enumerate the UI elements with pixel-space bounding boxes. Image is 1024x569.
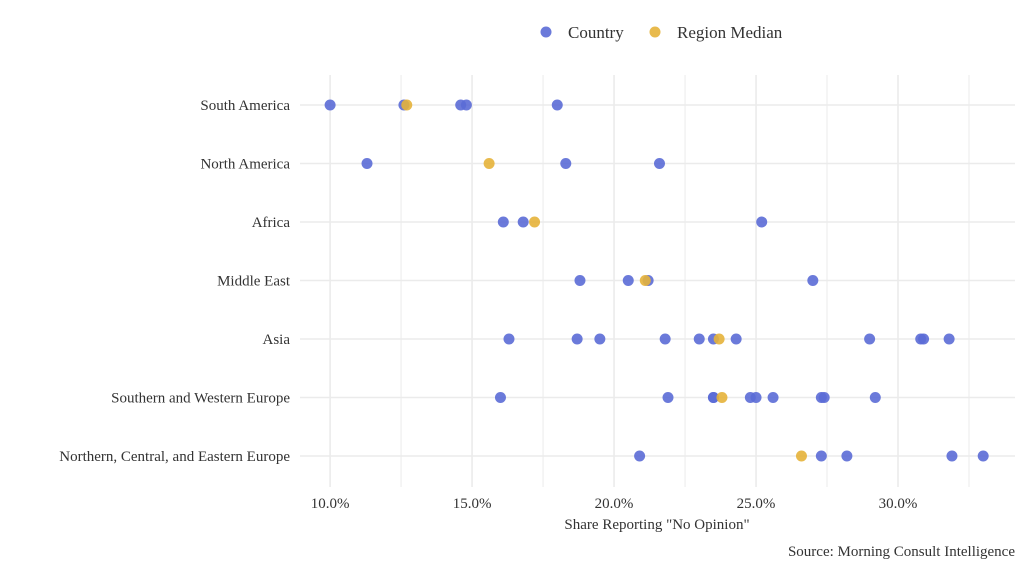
country-point <box>497 216 509 228</box>
country-point <box>767 392 779 403</box>
country-point <box>503 333 515 345</box>
region-median-point <box>713 333 725 345</box>
source-caption: Source: Morning Consult Intelligence <box>788 544 1015 560</box>
region-median-point <box>639 275 651 286</box>
region-median-point <box>795 450 807 462</box>
x-axis-title: Share Reporting "No Opinion" <box>564 517 749 533</box>
legend-country-marker <box>540 26 552 38</box>
x-tick-label: 20.0% <box>595 496 634 512</box>
country-point <box>730 333 742 345</box>
country-point <box>659 333 671 345</box>
country-point <box>574 275 586 286</box>
country-point <box>494 392 506 403</box>
country-point <box>841 450 853 462</box>
country-point <box>622 275 634 286</box>
country-point <box>571 333 583 345</box>
x-tick-label: 30.0% <box>879 496 918 512</box>
country-point <box>693 333 705 345</box>
x-tick-label: 10.0% <box>311 496 350 512</box>
country-point <box>750 392 762 403</box>
region-median-point <box>483 158 495 169</box>
country-point <box>864 333 876 345</box>
country-point <box>815 450 827 462</box>
country-point <box>517 216 529 228</box>
country-point <box>662 392 674 403</box>
gridlines <box>300 75 1015 487</box>
y-tick-label: North America <box>200 157 290 173</box>
country-point <box>918 333 930 345</box>
legend-country-label: Country <box>568 23 624 42</box>
region-median-point <box>529 216 541 228</box>
country-point <box>946 450 958 462</box>
country-point <box>807 275 819 286</box>
country-point <box>551 99 563 111</box>
y-tick-label: Africa <box>252 215 291 231</box>
country-point <box>634 450 646 462</box>
y-tick-label: Southern and Western Europe <box>111 391 290 407</box>
country-point <box>653 158 665 169</box>
y-tick-label: Asia <box>263 332 291 348</box>
y-tick-label: South America <box>200 98 290 114</box>
country-point <box>460 99 472 111</box>
country-point <box>756 216 768 228</box>
y-tick-label: Northern, Central, and Eastern Europe <box>59 449 290 465</box>
x-axis-tick-labels: 10.0% 15.0% 20.0% 25.0% 30.0% <box>311 496 918 512</box>
country-point <box>943 333 955 345</box>
country-point <box>977 450 989 462</box>
legend-region-median-label: Region Median <box>677 23 783 42</box>
x-tick-label: 15.0% <box>453 496 492 512</box>
country-point <box>707 392 719 403</box>
y-axis-labels: South America North America Africa Middle E… <box>59 98 291 465</box>
data-points <box>324 99 989 462</box>
y-tick-label: Middle East <box>217 274 291 290</box>
region-median-point <box>401 99 413 111</box>
x-tick-label: 25.0% <box>737 496 776 512</box>
country-point <box>869 392 881 403</box>
legend: Country Region Median <box>540 23 783 42</box>
region-median-point <box>716 392 728 403</box>
country-point <box>324 99 336 111</box>
country-point <box>818 392 830 403</box>
country-point <box>560 158 572 169</box>
country-point <box>361 158 373 169</box>
legend-region-median-marker <box>649 26 661 38</box>
country-point <box>594 333 606 345</box>
